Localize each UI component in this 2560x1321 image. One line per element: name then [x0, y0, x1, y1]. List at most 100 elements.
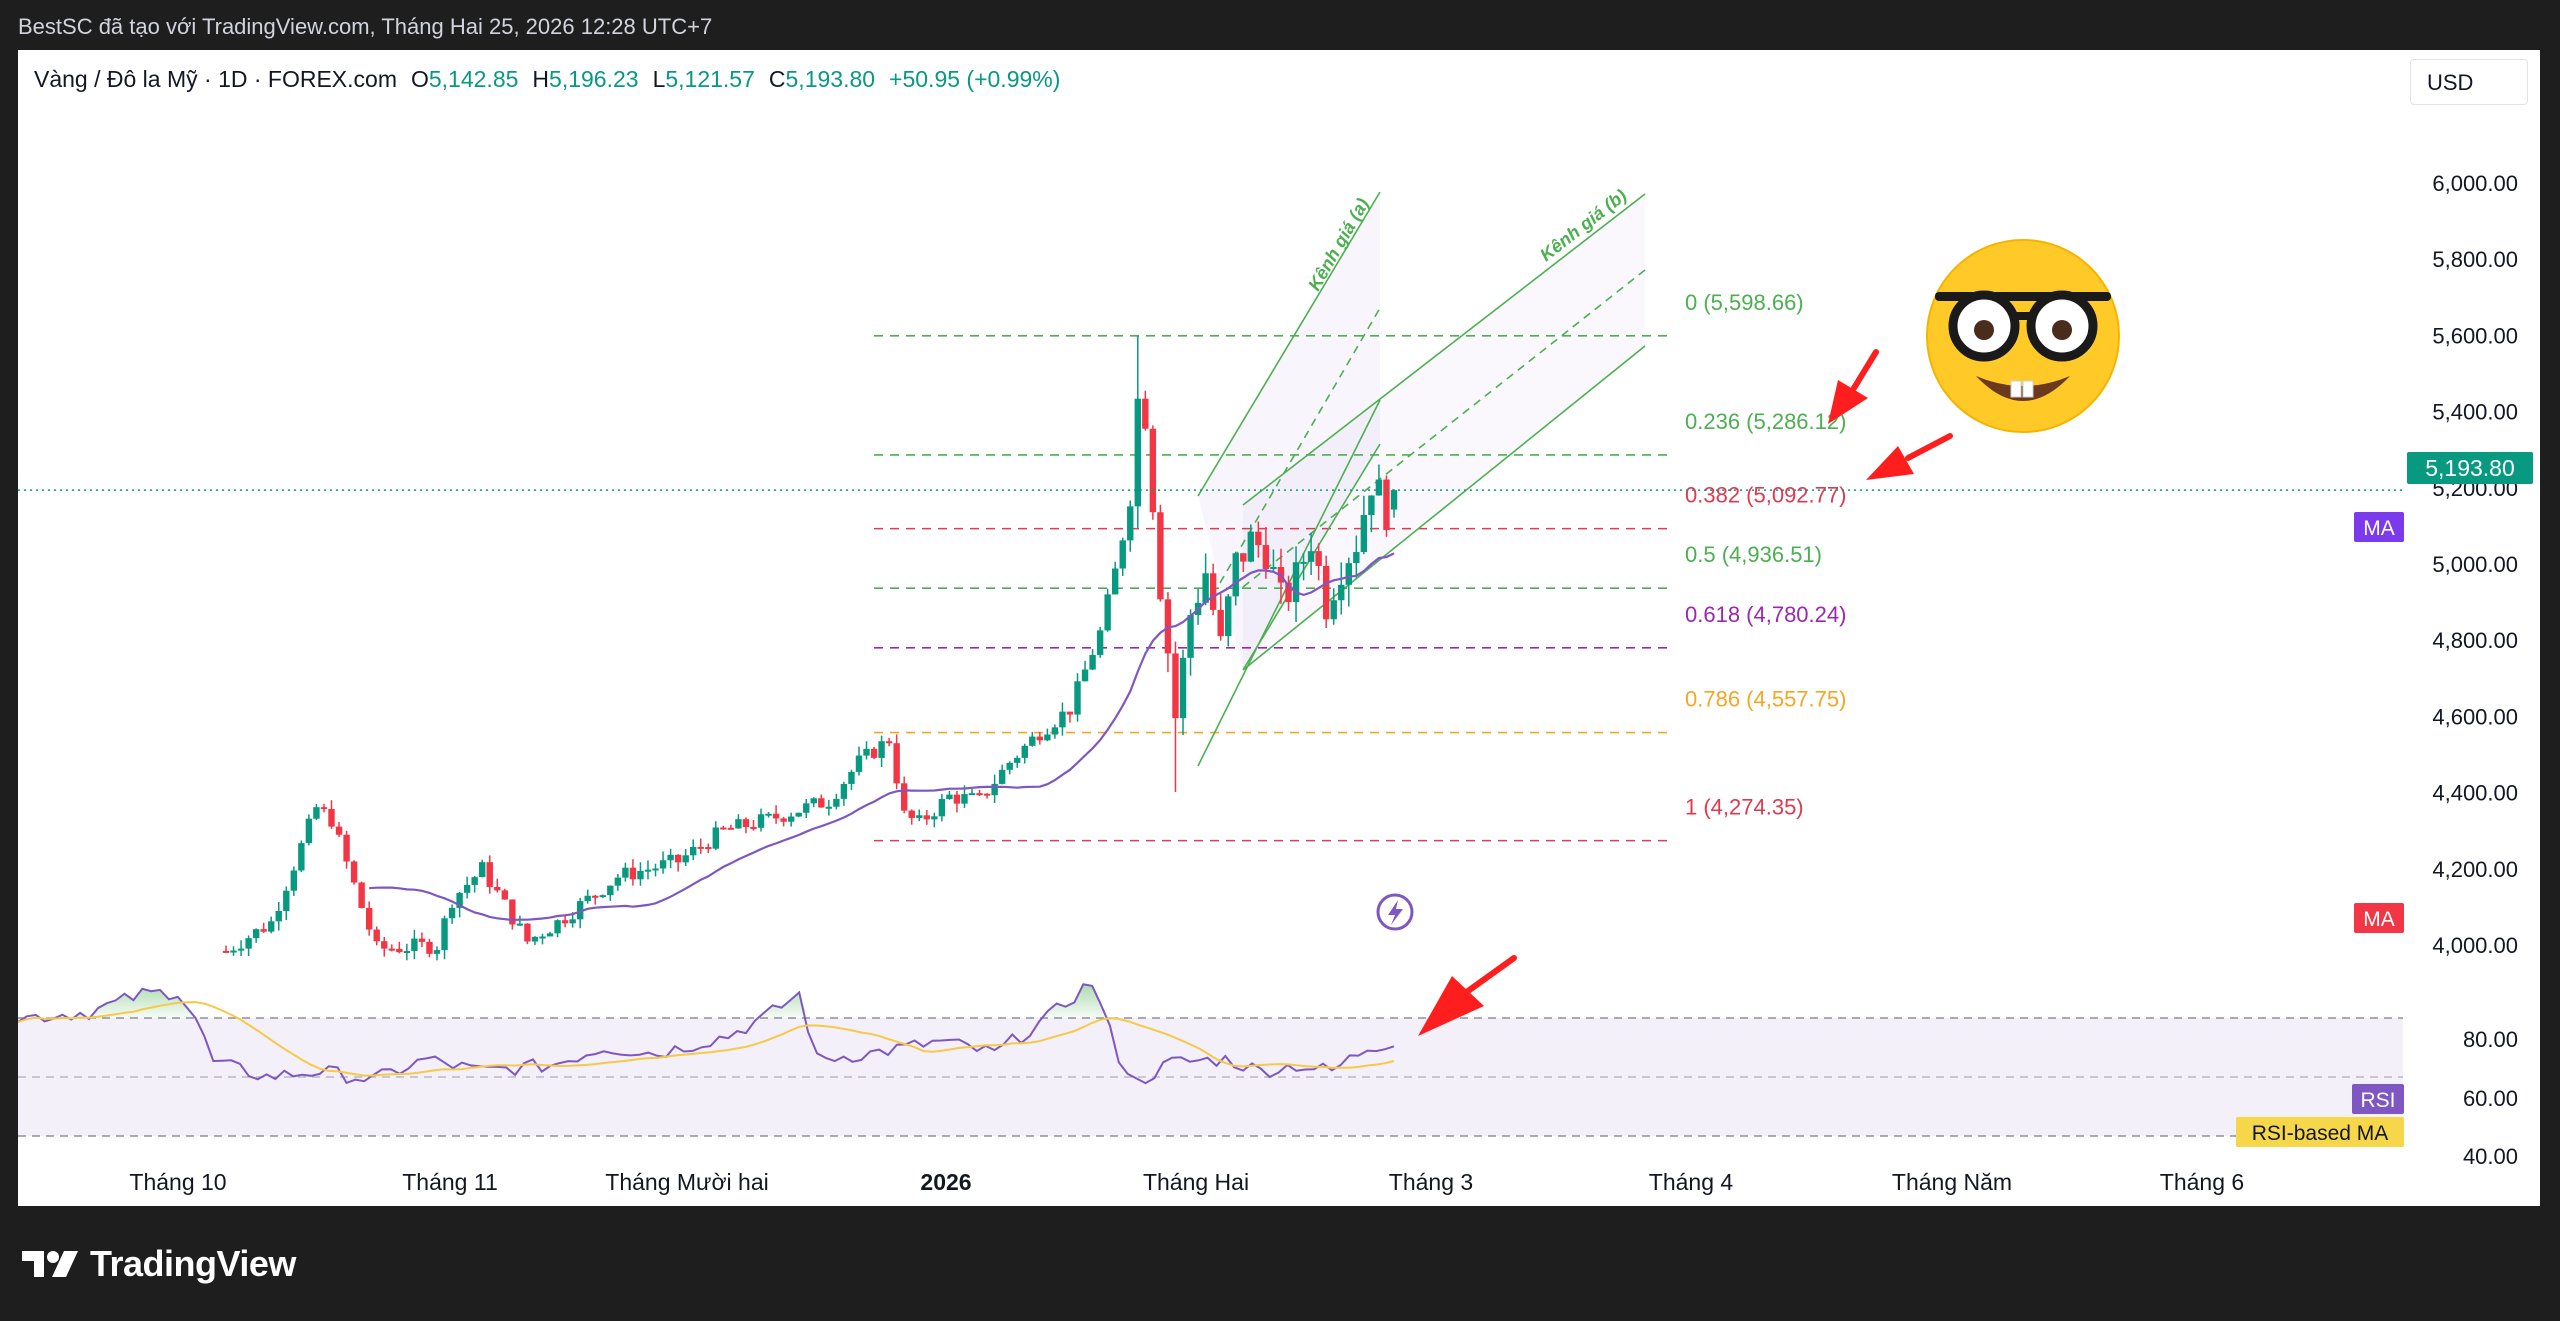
candle [1209, 563, 1217, 616]
candle [614, 874, 622, 891]
candle [983, 793, 991, 799]
open-value: 5,142.85 [428, 66, 519, 92]
time-label-mar: Tháng 3 [1389, 1169, 1473, 1195]
candle [870, 746, 878, 760]
chart-panel[interactable]: 0 (5,598.66) 0.236 (5,286.12) 0.382 (5,092… [18, 50, 2540, 1206]
tradingview-logo[interactable]: TradingView [22, 1243, 296, 1285]
rsi-tick-40: 40.00 [2463, 1144, 2518, 1169]
candle [1104, 588, 1111, 632]
fib-level-label: 0.786 (4,557.75) [1685, 687, 1846, 712]
candle [1089, 649, 1096, 671]
candle [1149, 425, 1157, 520]
candle [1322, 555, 1330, 628]
fib-level-label: 0 (5,598.66) [1685, 290, 1804, 315]
candle [1217, 594, 1224, 641]
candle [818, 794, 825, 808]
rsi-axis[interactable]: 80.00 60.00 40.00 [2463, 1027, 2518, 1169]
candle [418, 932, 426, 948]
time-label-dec: Tháng Mười hai [605, 1169, 768, 1195]
candle [463, 876, 471, 899]
candle [735, 814, 742, 829]
candle [1247, 524, 1255, 563]
ma-badge-lower[interactable]: MA [2354, 903, 2404, 933]
time-axis[interactable]: Tháng 10 Tháng 11 Tháng Mười hai 2026 Th… [129, 1169, 2244, 1195]
candle [448, 904, 456, 924]
candle [230, 946, 237, 956]
candle [667, 848, 674, 869]
candle [607, 885, 614, 901]
candle [720, 825, 727, 830]
annotation-arrow-fib-0382[interactable] [1866, 433, 1953, 480]
candle [1074, 673, 1081, 722]
rsi-line [18, 983, 1395, 1085]
candle [396, 941, 403, 954]
rsi-badge[interactable]: RSI [2352, 1084, 2404, 1114]
symbol-legend[interactable]: Vàng / Đô la Mỹ · 1D · FOREX.com O5,142.8… [34, 66, 1060, 93]
price-axis[interactable]: 6,000.005,800.005,600.005,400.005,200.00… [2432, 171, 2518, 958]
candle [1044, 728, 1051, 742]
candle [1270, 549, 1277, 571]
candle [433, 946, 441, 961]
annotation-arrow-rsi[interactable] [1418, 955, 1517, 1036]
candle [1255, 521, 1262, 558]
channel-line[interactable] [1242, 269, 1646, 588]
candle [509, 899, 516, 930]
candle [848, 769, 855, 790]
price-channels[interactable] [1197, 191, 1646, 767]
tradingview-logo-icon [22, 1251, 78, 1277]
candle [1157, 504, 1164, 602]
currency-button[interactable]: USD [2410, 59, 2528, 105]
candle [1292, 546, 1300, 622]
svg-text:MA: MA [2363, 517, 2395, 540]
annotation-arrow-fib-0236[interactable] [1828, 349, 1879, 424]
fibonacci-retracement[interactable]: 0 (5,598.66) 0.236 (5,286.12) 0.382 (5,092… [874, 290, 1846, 842]
candle [1390, 489, 1398, 518]
fib-level-label: 0.5 (4,936.51) [1685, 542, 1822, 567]
candle [365, 901, 373, 936]
candle [772, 805, 780, 824]
candle [245, 935, 252, 957]
rsi-ma-badge[interactable]: RSI-based MA [2236, 1117, 2404, 1147]
candle [1225, 594, 1232, 647]
candle [900, 776, 908, 814]
price-tick: 4,200.00 [2432, 857, 2518, 882]
candle [1006, 761, 1013, 775]
candle [1081, 660, 1089, 682]
close-value: 5,193.80 [785, 66, 876, 92]
channel-line[interactable] [1242, 345, 1646, 671]
svg-text:RSI: RSI [2360, 1089, 2395, 1112]
candle [561, 915, 569, 928]
candle [260, 922, 267, 934]
rsi-tick-80: 80.00 [2463, 1027, 2518, 1052]
price-tick: 4,800.00 [2432, 628, 2518, 653]
candle [1315, 543, 1322, 581]
price-tick: 5,600.00 [2432, 323, 2518, 348]
high-label: H [532, 66, 550, 92]
candle [1051, 724, 1059, 739]
lightning-alert-icon[interactable] [1376, 893, 1414, 931]
channel-line[interactable] [1197, 191, 1381, 497]
candle [1036, 731, 1044, 745]
candle [539, 933, 546, 945]
time-label-jun: Tháng 6 [2160, 1169, 2244, 1195]
candle [1172, 641, 1179, 792]
chart-canvas[interactable]: 0 (5,598.66) 0.236 (5,286.12) 0.382 (5,092… [18, 50, 2540, 1206]
candle [1338, 562, 1345, 615]
candle [252, 928, 260, 943]
open-label: O [410, 66, 429, 92]
candle [757, 808, 765, 832]
candle [237, 940, 245, 957]
candle [313, 804, 320, 821]
candle [328, 800, 335, 829]
candle [908, 809, 915, 825]
candle [494, 878, 501, 893]
channel-line[interactable] [1242, 193, 1646, 506]
svg-text:RSI-based MA: RSI-based MA [2252, 1122, 2389, 1145]
ma-badge-upper[interactable]: MA [2354, 512, 2404, 542]
candle [320, 803, 328, 813]
candle [644, 860, 652, 880]
candle [1187, 609, 1194, 676]
channel-line[interactable] [1219, 307, 1381, 584]
candle [1383, 475, 1390, 537]
candle [283, 886, 290, 921]
